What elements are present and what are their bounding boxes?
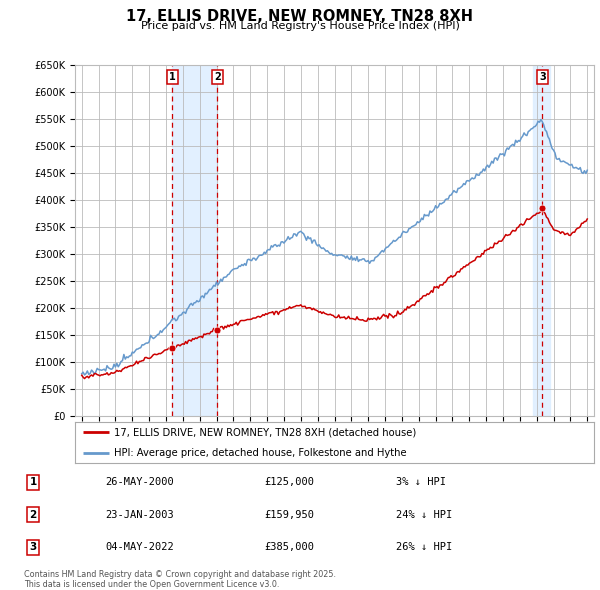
Text: Contains HM Land Registry data © Crown copyright and database right 2025.
This d: Contains HM Land Registry data © Crown c…: [24, 570, 336, 589]
Text: 1: 1: [29, 477, 37, 487]
Text: 24% ↓ HPI: 24% ↓ HPI: [396, 510, 452, 520]
Text: £159,950: £159,950: [264, 510, 314, 520]
Text: 3: 3: [29, 542, 37, 552]
Text: £125,000: £125,000: [264, 477, 314, 487]
Text: 17, ELLIS DRIVE, NEW ROMNEY, TN28 8XH: 17, ELLIS DRIVE, NEW ROMNEY, TN28 8XH: [127, 9, 473, 24]
Bar: [533, 65, 550, 416]
Text: 2: 2: [29, 510, 37, 520]
Text: 17, ELLIS DRIVE, NEW ROMNEY, TN28 8XH (detached house): 17, ELLIS DRIVE, NEW ROMNEY, TN28 8XH (d…: [114, 427, 416, 437]
Text: HPI: Average price, detached house, Folkestone and Hythe: HPI: Average price, detached house, Folk…: [114, 448, 407, 458]
Text: 26% ↓ HPI: 26% ↓ HPI: [396, 542, 452, 552]
Bar: [172, 65, 217, 416]
Text: 26-MAY-2000: 26-MAY-2000: [105, 477, 174, 487]
Text: 23-JAN-2003: 23-JAN-2003: [105, 510, 174, 520]
Text: 3: 3: [539, 72, 546, 82]
Text: £385,000: £385,000: [264, 542, 314, 552]
Text: 04-MAY-2022: 04-MAY-2022: [105, 542, 174, 552]
Text: Price paid vs. HM Land Registry's House Price Index (HPI): Price paid vs. HM Land Registry's House …: [140, 21, 460, 31]
Text: 3% ↓ HPI: 3% ↓ HPI: [396, 477, 446, 487]
Text: 2: 2: [214, 72, 221, 82]
Text: 1: 1: [169, 72, 176, 82]
